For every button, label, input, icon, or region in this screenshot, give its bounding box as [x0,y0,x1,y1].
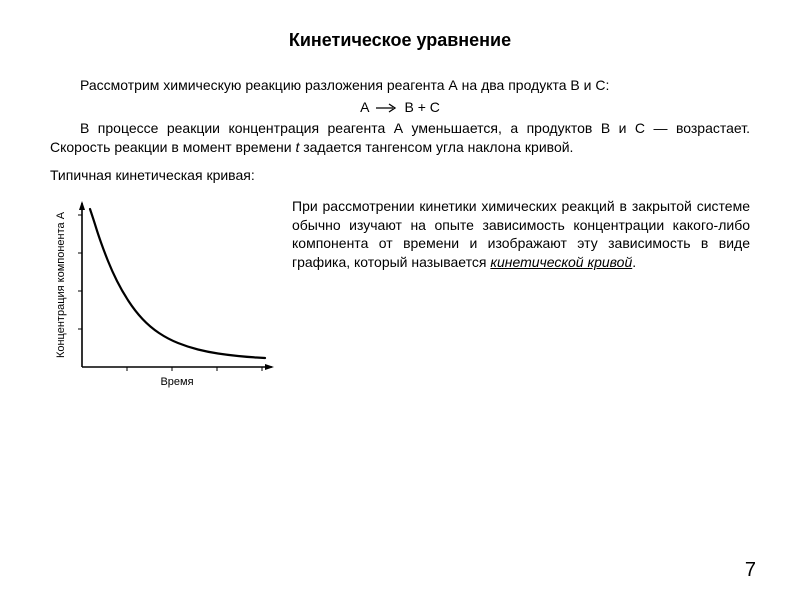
equation-lhs: A [360,99,369,115]
term-kinetic-curve: кинетической кривой [490,254,632,270]
paragraph-kinetics: При рассмотрении кинетики химических реа… [292,197,750,273]
content-row: Типичная кинетическая кривая: Время Конце… [50,167,750,409]
chart-caption: Типичная кинетическая кривая: [50,167,280,183]
paragraph-process: В процессе реакции концентрация реагента… [50,119,750,157]
equation-rhs: B + C [404,99,439,115]
page-title: Кинетическое уравнение [50,30,750,51]
page-number: 7 [745,559,756,582]
svg-text:Время: Время [160,376,193,388]
paragraph-process-b: задается тангенсом угла наклона кривой. [299,139,573,155]
chart-column: Типичная кинетическая кривая: Время Конце… [50,167,280,409]
paragraph-kinetics-dot: . [632,254,636,270]
kinetic-curve-chart: Время Концентрация компонента А [50,189,280,409]
reaction-equation: A B + C [50,99,750,115]
text-column: При рассмотрении кинетики химических реа… [292,167,750,409]
svg-text:Концентрация компонента А: Концентрация компонента А [55,211,67,358]
paragraph-intro: Рассмотрим химическую реакцию разложения… [50,76,750,95]
arrow-icon [375,103,399,113]
